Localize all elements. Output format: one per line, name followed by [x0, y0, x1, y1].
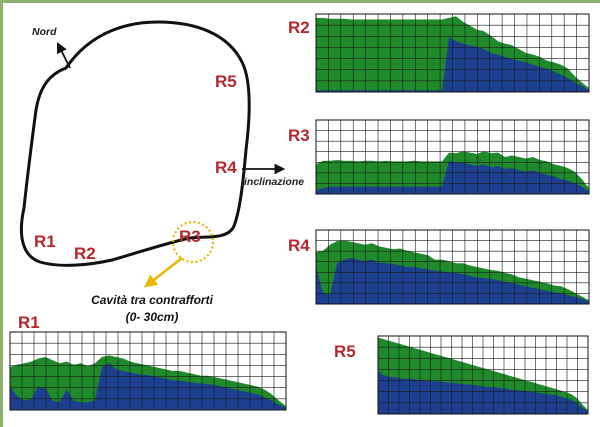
cavity-caption-line1: Cavità tra contrafforti	[91, 293, 213, 307]
marker-r4: R4	[215, 158, 237, 177]
floor-plan-outline	[19, 20, 251, 267]
marker-r2: R2	[74, 244, 96, 263]
r5-plot-frame	[377, 335, 589, 415]
r3-plot-frame	[315, 119, 590, 195]
cavity-arrow	[143, 256, 183, 288]
chart-label-r2: R2	[288, 18, 310, 37]
chart-label-r4: R4	[288, 236, 310, 255]
frame-top-edge	[0, 0, 600, 3]
marker-r5: R5	[215, 72, 237, 91]
r4-plot-frame	[315, 229, 590, 305]
north-label: Nord	[32, 26, 57, 38]
marker-r3: R3	[179, 227, 201, 246]
north-arrow	[57, 42, 71, 69]
r1-plot-frame	[9, 331, 287, 411]
r2-plot-frame	[315, 13, 590, 93]
chart-r4	[315, 229, 590, 305]
chart-label-r3: R3	[288, 126, 310, 145]
chart-r2	[315, 13, 590, 93]
chart-label-r5: R5	[334, 342, 356, 361]
chart-label-r1: R1	[18, 313, 40, 332]
r1-lower-area	[10, 363, 286, 410]
frame-left-edge	[0, 0, 3, 427]
chart-r1	[9, 331, 287, 411]
slope-label: inclinazione	[244, 176, 305, 188]
chart-r3	[315, 119, 590, 195]
r3-highlight-circle	[171, 220, 215, 264]
cavity-caption-line2: (0- 30cm)	[125, 310, 179, 324]
marker-r1: R1	[34, 232, 56, 251]
chart-r5	[377, 335, 589, 415]
